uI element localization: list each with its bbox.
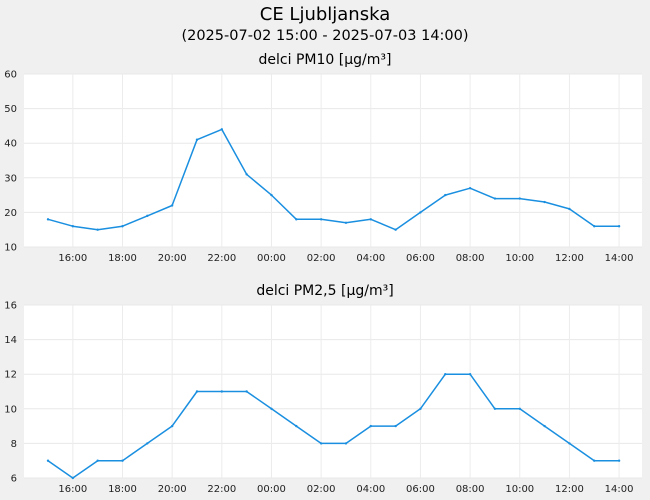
chart2-x-tick-label: 06:00 <box>406 484 435 495</box>
chart1-x-tick-label: 08:00 <box>456 253 485 264</box>
chart1-data-point <box>394 228 397 231</box>
chart1-x-tick-label: 20:00 <box>158 253 187 264</box>
chart2-data-point <box>195 390 199 393</box>
chart2-data-point <box>444 373 447 376</box>
chart1-x-tick-label: 16:00 <box>58 253 87 264</box>
chart1-y-tick-label: 40 <box>4 139 17 150</box>
chart2-y-tick-label: 12 <box>4 370 17 381</box>
chart1-plot-area <box>24 74 642 247</box>
chart2-data-point <box>617 459 621 462</box>
chart2-x-tick-label: 22:00 <box>207 484 236 495</box>
chart1-x-tick-label: 00:00 <box>257 253 286 264</box>
chart1-y-tick-label: 20 <box>4 208 17 219</box>
chart2-x-tick-label: 20:00 <box>158 484 187 495</box>
chart1-x-tick-label: 06:00 <box>406 253 435 264</box>
chart2-data-point <box>295 424 298 428</box>
chart1-data-point <box>270 193 273 197</box>
chart2-data-point <box>468 373 472 376</box>
chart1-data-point <box>96 228 99 231</box>
chart2-data-point <box>568 442 571 445</box>
chart2-y-tick-label: 8 <box>11 439 17 450</box>
page-title: CE Ljubljanska <box>260 4 390 25</box>
chart2-data-point <box>419 407 422 410</box>
chart1-data-point <box>146 214 149 218</box>
chart1-data-point <box>593 225 596 228</box>
chart2-x-tick-label: 18:00 <box>108 484 137 495</box>
chart2-plot-area <box>24 305 642 478</box>
chart1-data-point <box>319 218 323 221</box>
chart1-y-tick-label: 30 <box>4 173 17 184</box>
chart1-data-point <box>220 128 224 131</box>
chart2-x-tick-label: 02:00 <box>307 484 336 495</box>
chart2-y-tick-label: 16 <box>4 301 17 312</box>
chart1-series-line <box>47 128 620 231</box>
chart1-x-tick-label: 22:00 <box>207 253 236 264</box>
chart1-x-tick-label: 18:00 <box>108 253 137 264</box>
chart1-y-tick-label: 10 <box>4 243 17 254</box>
chart1-data-point <box>518 197 521 200</box>
chart2-x-tick-label: 08:00 <box>456 484 485 495</box>
chart1-data-point <box>369 218 372 221</box>
chart2-data-point <box>344 442 348 445</box>
chart2-data-point <box>170 424 174 428</box>
chart2-data-point <box>96 459 99 462</box>
chart2-series-line <box>47 373 620 479</box>
chart1-x-tick-label: 02:00 <box>307 253 336 264</box>
chart1-data-point <box>46 218 50 221</box>
chart1-data-point <box>245 173 248 176</box>
chart1-data-point <box>493 197 497 200</box>
chart1-data-point <box>121 225 124 228</box>
chart1-data-point <box>344 221 348 224</box>
chart2-data-point <box>394 424 397 428</box>
chart1-x-tick-label: 10:00 <box>505 253 534 264</box>
chart2-data-point <box>518 407 521 410</box>
chart2-y-tick-label: 10 <box>4 404 17 415</box>
chart2-data-point <box>493 407 497 410</box>
page-subtitle: (2025-07-02 15:00 - 2025-07-03 14:00) <box>181 28 468 44</box>
chart1-x-tick-label: 04:00 <box>356 253 385 264</box>
chart1-data-point <box>468 186 472 190</box>
chart1-y-tick-label: 60 <box>4 70 17 81</box>
chart1-data-point <box>71 225 75 228</box>
chart1-title: delci PM10 [µg/m³] <box>259 52 392 68</box>
chart2-data-point <box>270 407 273 410</box>
chart2-x-tick-label: 04:00 <box>356 484 385 495</box>
chart2-data-point <box>220 390 224 393</box>
chart2-data-point <box>319 442 323 445</box>
chart1-data-point <box>444 193 447 197</box>
chart1-data-point <box>170 204 174 207</box>
chart1-data-point <box>295 218 298 221</box>
chart2-data-point <box>593 459 596 462</box>
chart1-x-tick-label: 14:00 <box>605 253 634 264</box>
chart1-data-point <box>195 138 199 141</box>
chart2-data-point <box>369 424 372 428</box>
chart2-data-point <box>121 459 124 462</box>
chart2-data-point <box>46 459 50 462</box>
chart1-data-point <box>617 225 621 228</box>
chart2-y-tick-label: 14 <box>4 335 17 346</box>
chart1-data-point <box>568 207 571 211</box>
chart2-data-point <box>146 442 149 445</box>
chart2-x-tick-label: 16:00 <box>58 484 87 495</box>
chart2-x-tick-label: 00:00 <box>257 484 286 495</box>
chart1-data-point <box>543 200 546 204</box>
chart2-x-tick-label: 10:00 <box>505 484 534 495</box>
chart1-data-point <box>419 211 422 214</box>
chart2-data-point <box>245 390 248 393</box>
chart2-data-point <box>71 476 75 480</box>
chart1-y-tick-label: 50 <box>4 104 17 115</box>
chart2-data-point <box>543 424 546 428</box>
chart2-y-tick-label: 6 <box>11 474 17 485</box>
chart1-x-tick-label: 12:00 <box>555 253 584 264</box>
chart2-title: delci PM2,5 [µg/m³] <box>256 283 393 299</box>
chart2-x-tick-label: 14:00 <box>605 484 634 495</box>
chart2-x-tick-label: 12:00 <box>555 484 584 495</box>
